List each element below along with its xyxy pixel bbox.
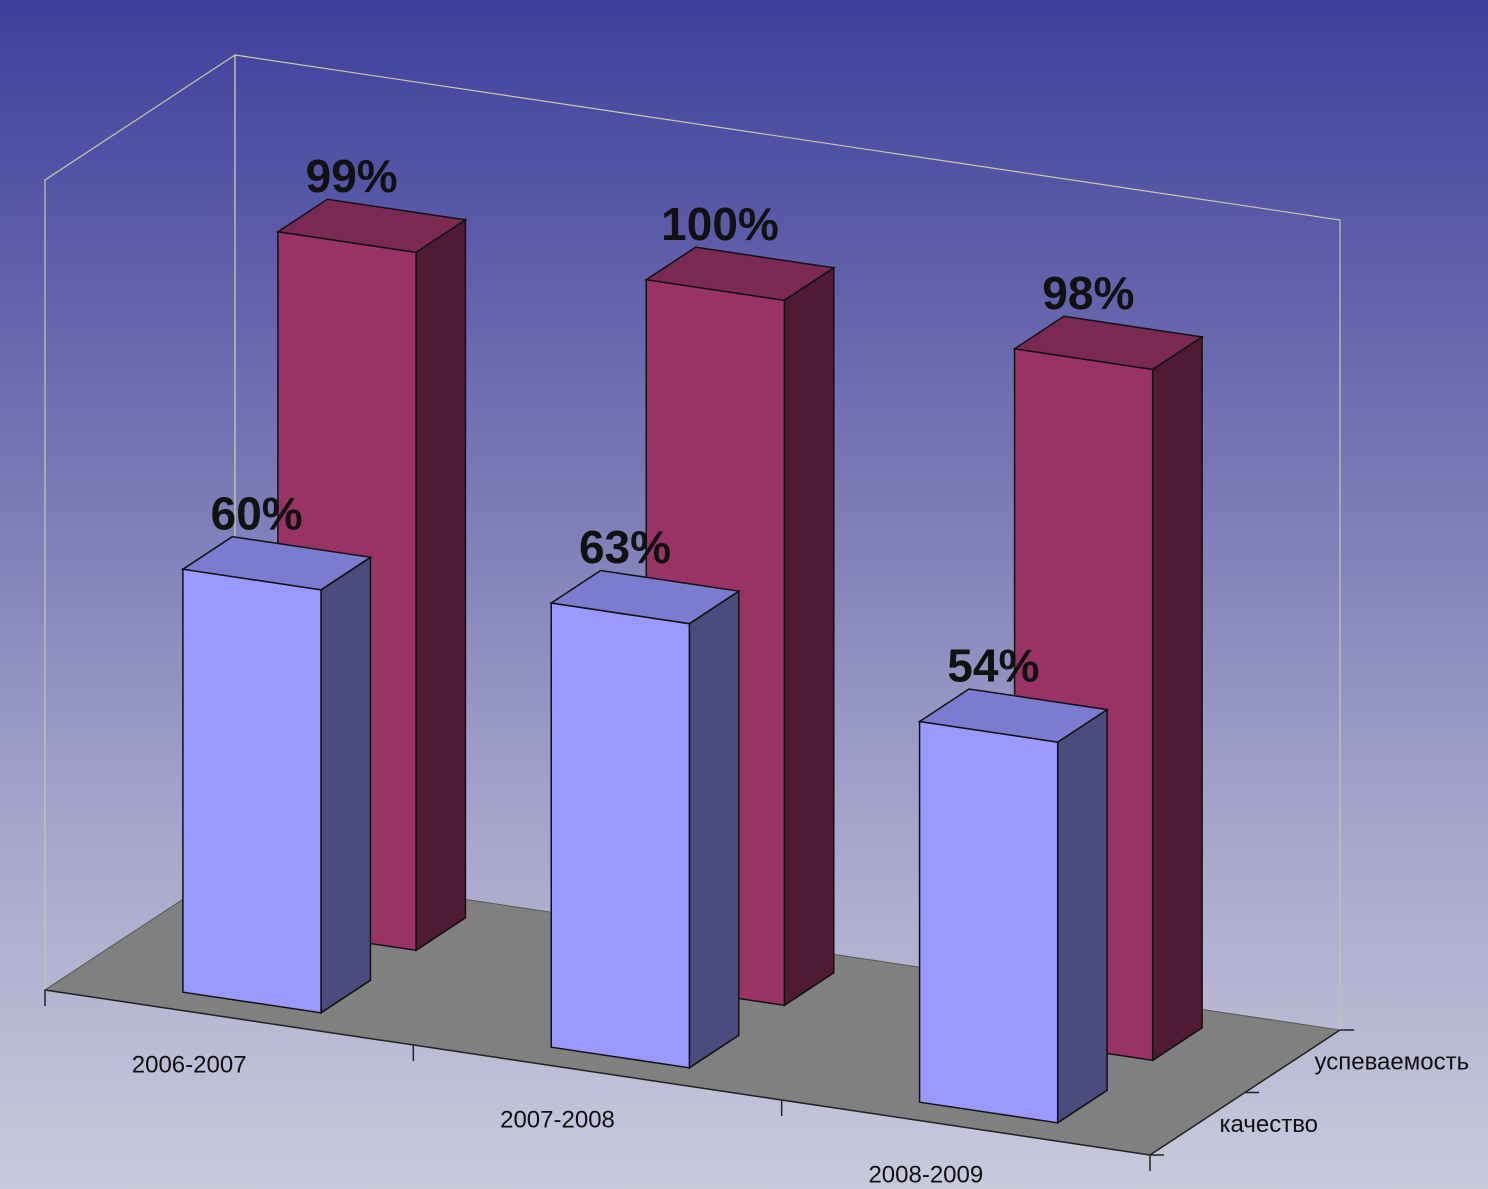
category-axis-line bbox=[44, 989, 1151, 1156]
data-label: 63% bbox=[579, 521, 671, 573]
bar-side bbox=[1151, 335, 1203, 1062]
data-label: 60% bbox=[211, 487, 303, 539]
chart-axes bbox=[44, 989, 1354, 1171]
bar bbox=[918, 720, 1059, 1124]
bar-side bbox=[320, 555, 372, 1015]
data-label: 54% bbox=[947, 640, 1039, 692]
bar-side bbox=[783, 266, 835, 1007]
bar bbox=[182, 568, 322, 1014]
bar-top bbox=[1012, 315, 1205, 371]
bar-side bbox=[415, 218, 467, 952]
bar-side bbox=[1056, 708, 1108, 1125]
bar-top bbox=[917, 688, 1110, 743]
data-label: 100% bbox=[661, 198, 779, 250]
bar-top bbox=[549, 569, 741, 625]
series-label: успеваемость bbox=[1315, 1048, 1470, 1075]
bar-top bbox=[275, 198, 468, 254]
data-label: 99% bbox=[306, 150, 398, 202]
bar bbox=[550, 602, 691, 1069]
series-label: качество bbox=[1220, 1111, 1319, 1138]
series-kachestvo-bars bbox=[180, 535, 1110, 1125]
data-label: 98% bbox=[1042, 267, 1134, 319]
category-label: 2008-2009 bbox=[868, 1162, 983, 1189]
category-label: 2006-2007 bbox=[132, 1052, 247, 1079]
chart-labels: 99% 100% 98% 60% 63% 54% 2006-2007 2007-2008 200… bbox=[132, 150, 1469, 1189]
bar-side bbox=[688, 589, 740, 1070]
category-label: 2007-2008 bbox=[500, 1107, 615, 1134]
bar-top bbox=[180, 535, 373, 591]
bar-top bbox=[644, 246, 836, 302]
